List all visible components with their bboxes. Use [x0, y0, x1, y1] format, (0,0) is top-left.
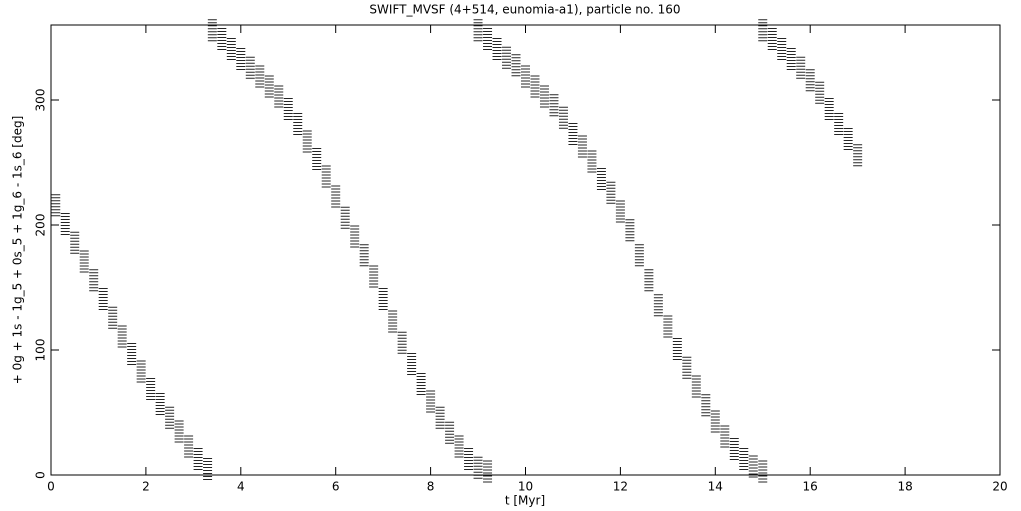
x-tick-label: 10 [518, 480, 533, 494]
y-tick-label: 300 [34, 89, 48, 112]
x-tick-label: 18 [897, 480, 912, 494]
x-axis-label: t [Myr] [505, 494, 545, 508]
y-tick-label: 0 [34, 471, 48, 479]
x-tick-label: 4 [237, 480, 245, 494]
x-tick-label: 2 [142, 480, 150, 494]
x-tick-label: 14 [708, 480, 723, 494]
x-tick-label: 0 [47, 480, 55, 494]
x-tick-label: 8 [427, 480, 435, 494]
x-tick-label: 16 [803, 480, 818, 494]
chart-title: SWIFT_MVSF (4+514, eunomia-a1), particle… [369, 3, 680, 17]
y-tick-label: 200 [34, 214, 48, 237]
y-tick-label: 100 [34, 339, 48, 362]
y-axis-label: + 0g + 1s - 1g_5 + 0s_5 + 1g_6 - 1s_6 [d… [11, 116, 25, 385]
x-tick-label: 20 [992, 480, 1007, 494]
x-tick-label: 12 [613, 480, 628, 494]
plot-frame [50, 24, 1001, 476]
x-tick-label: 6 [332, 480, 340, 494]
